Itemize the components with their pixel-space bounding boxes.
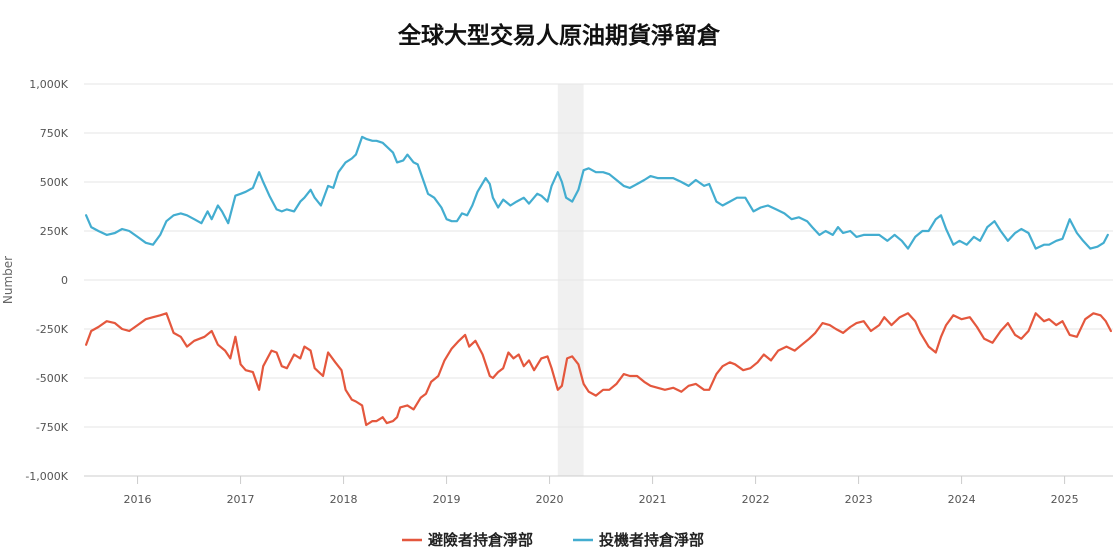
- y-tick-label: -750K: [36, 421, 69, 434]
- legend-label-speculator: 投機者持倉淨部: [599, 531, 704, 549]
- y-tick-label: -250K: [36, 323, 69, 336]
- y-axis-ticks: 1,000K 750K 500K 250K 0 -250K -500K -750K -1,000…: [25, 78, 68, 483]
- x-tick-label: 2019: [433, 493, 461, 506]
- y-tick-label: -500K: [36, 372, 69, 385]
- x-tick-label: 2022: [742, 493, 770, 506]
- y-tick-label: 500K: [40, 176, 69, 189]
- y-tick-label: -1,000K: [25, 470, 68, 483]
- y-axis-label: Number: [1, 256, 15, 304]
- y-tick-label: 750K: [40, 127, 69, 140]
- y-tick-label: 0: [61, 274, 68, 287]
- legend[interactable]: 避險者持倉淨部 投機者持倉淨部: [402, 531, 704, 549]
- x-tick-label: 2023: [845, 493, 873, 506]
- x-axis-ticks: 2016 2017 2018 2019 2020 2021 2022 2023 2024 2025: [124, 476, 1079, 506]
- chart-title: 全球大型交易人原油期貨淨留倉: [397, 22, 721, 49]
- legend-item-speculator[interactable]: 投機者持倉淨部: [573, 531, 704, 549]
- x-tick-label: 2016: [124, 493, 152, 506]
- series-line-speculator: [85, 135, 1109, 250]
- x-tick-label: 2017: [227, 493, 255, 506]
- gridlines: [84, 83, 1113, 477]
- x-tick-label: 2024: [948, 493, 976, 506]
- legend-label-hedger: 避險者持倉淨部: [428, 531, 533, 549]
- y-tick-label: 250K: [40, 225, 69, 238]
- x-tick-label: 2021: [639, 493, 667, 506]
- x-tick-label: 2020: [536, 493, 564, 506]
- x-tick-label: 2025: [1051, 493, 1079, 506]
- x-tick-label: 2018: [330, 493, 358, 506]
- legend-item-hedger[interactable]: 避險者持倉淨部: [402, 531, 533, 549]
- y-tick-label: 1,000K: [29, 78, 68, 91]
- series-lines: [85, 135, 1112, 427]
- series-line-hedger: [85, 312, 1112, 427]
